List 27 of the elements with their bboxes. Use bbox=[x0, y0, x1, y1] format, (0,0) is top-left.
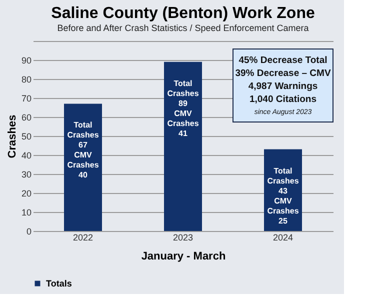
y-tick-label: 20 bbox=[21, 188, 32, 198]
data-label: Total Crashes 89 CMV Crashes 41 bbox=[167, 78, 200, 138]
x-tick-label: 2022 bbox=[72, 232, 94, 242]
x-axis-title: January - March bbox=[141, 250, 226, 262]
legend-label: Totals bbox=[46, 278, 72, 288]
x-tick-label: 2023 bbox=[172, 232, 194, 242]
y-tick-label: 40 bbox=[21, 150, 32, 160]
annotation: 45% Decrease Total bbox=[238, 55, 328, 66]
y-tick-label: 70 bbox=[21, 94, 32, 104]
y-tick-label: 50 bbox=[21, 132, 32, 142]
annotation: 4,987 Warnings bbox=[248, 81, 318, 92]
annotation: 1,040 Citations bbox=[249, 94, 317, 105]
y-tick-label: 30 bbox=[21, 170, 32, 180]
chart-subtitle: Before and After Crash Statistics / Speed Enforcement Camera bbox=[57, 23, 309, 33]
data-label: Total Crashes 67 CMV Crashes 40 bbox=[67, 120, 100, 180]
y-tick-label: 90 bbox=[21, 56, 32, 66]
y-tick-label: 0 bbox=[26, 226, 32, 236]
x-tick-label: 2024 bbox=[272, 232, 294, 242]
chart-title: Saline County (Benton) Work Zone bbox=[51, 5, 315, 22]
y-axis-title: Crashes bbox=[6, 114, 18, 158]
y-tick-label: 60 bbox=[21, 112, 32, 122]
data-label: Total Crashes 43 CMV Crashes 25 bbox=[267, 166, 300, 226]
y-tick-label: 10 bbox=[21, 208, 32, 218]
bar bbox=[64, 104, 102, 231]
y-tick-label: 80 bbox=[21, 74, 32, 84]
annotation: 39% Decrease – CMV bbox=[235, 68, 332, 79]
bar bbox=[164, 62, 202, 231]
